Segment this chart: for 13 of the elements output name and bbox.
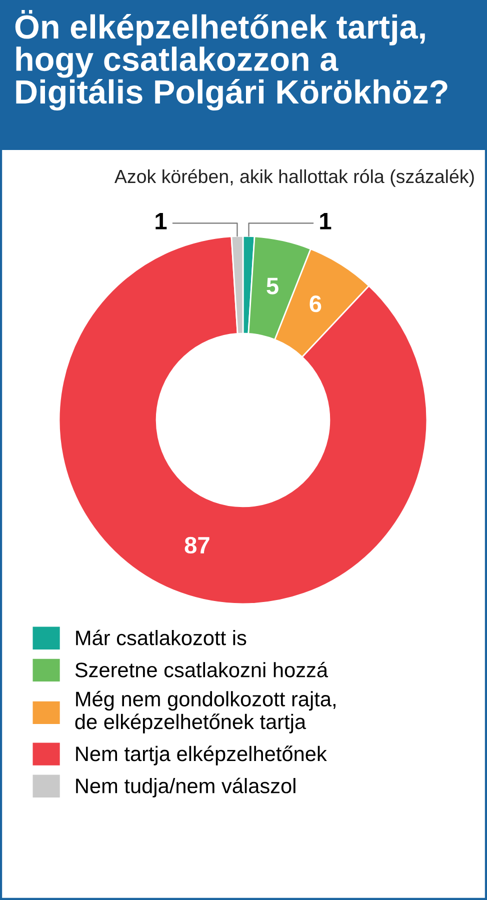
legend-label: Nem tartja elképzelhetőnek <box>76 746 327 766</box>
data-label: 87 <box>184 536 210 554</box>
data-label: 1 <box>320 213 332 230</box>
chart-subtitle: Azok körében, akik hallottak róla (százalék) <box>114 169 474 187</box>
data-label: 6 <box>310 295 322 312</box>
donut-slice <box>58 236 428 605</box>
legend-label: Nem tudja/nem válaszol <box>76 778 296 798</box>
legend-label: Szeretne csatlakozni hozzá <box>75 662 328 678</box>
data-label: 5 <box>266 278 278 294</box>
legend-label: Még nem gondolkozott rajta, de elképzelhetőnek tartja <box>75 690 336 734</box>
chart-title: Ön elképzelhetőnek tartja, hogy csatlakozzon a Digitális Polgári Körökhöz? <box>15 10 448 111</box>
legend-label: Már csatlakozott is <box>76 630 246 646</box>
data-label: 1 <box>156 213 167 230</box>
